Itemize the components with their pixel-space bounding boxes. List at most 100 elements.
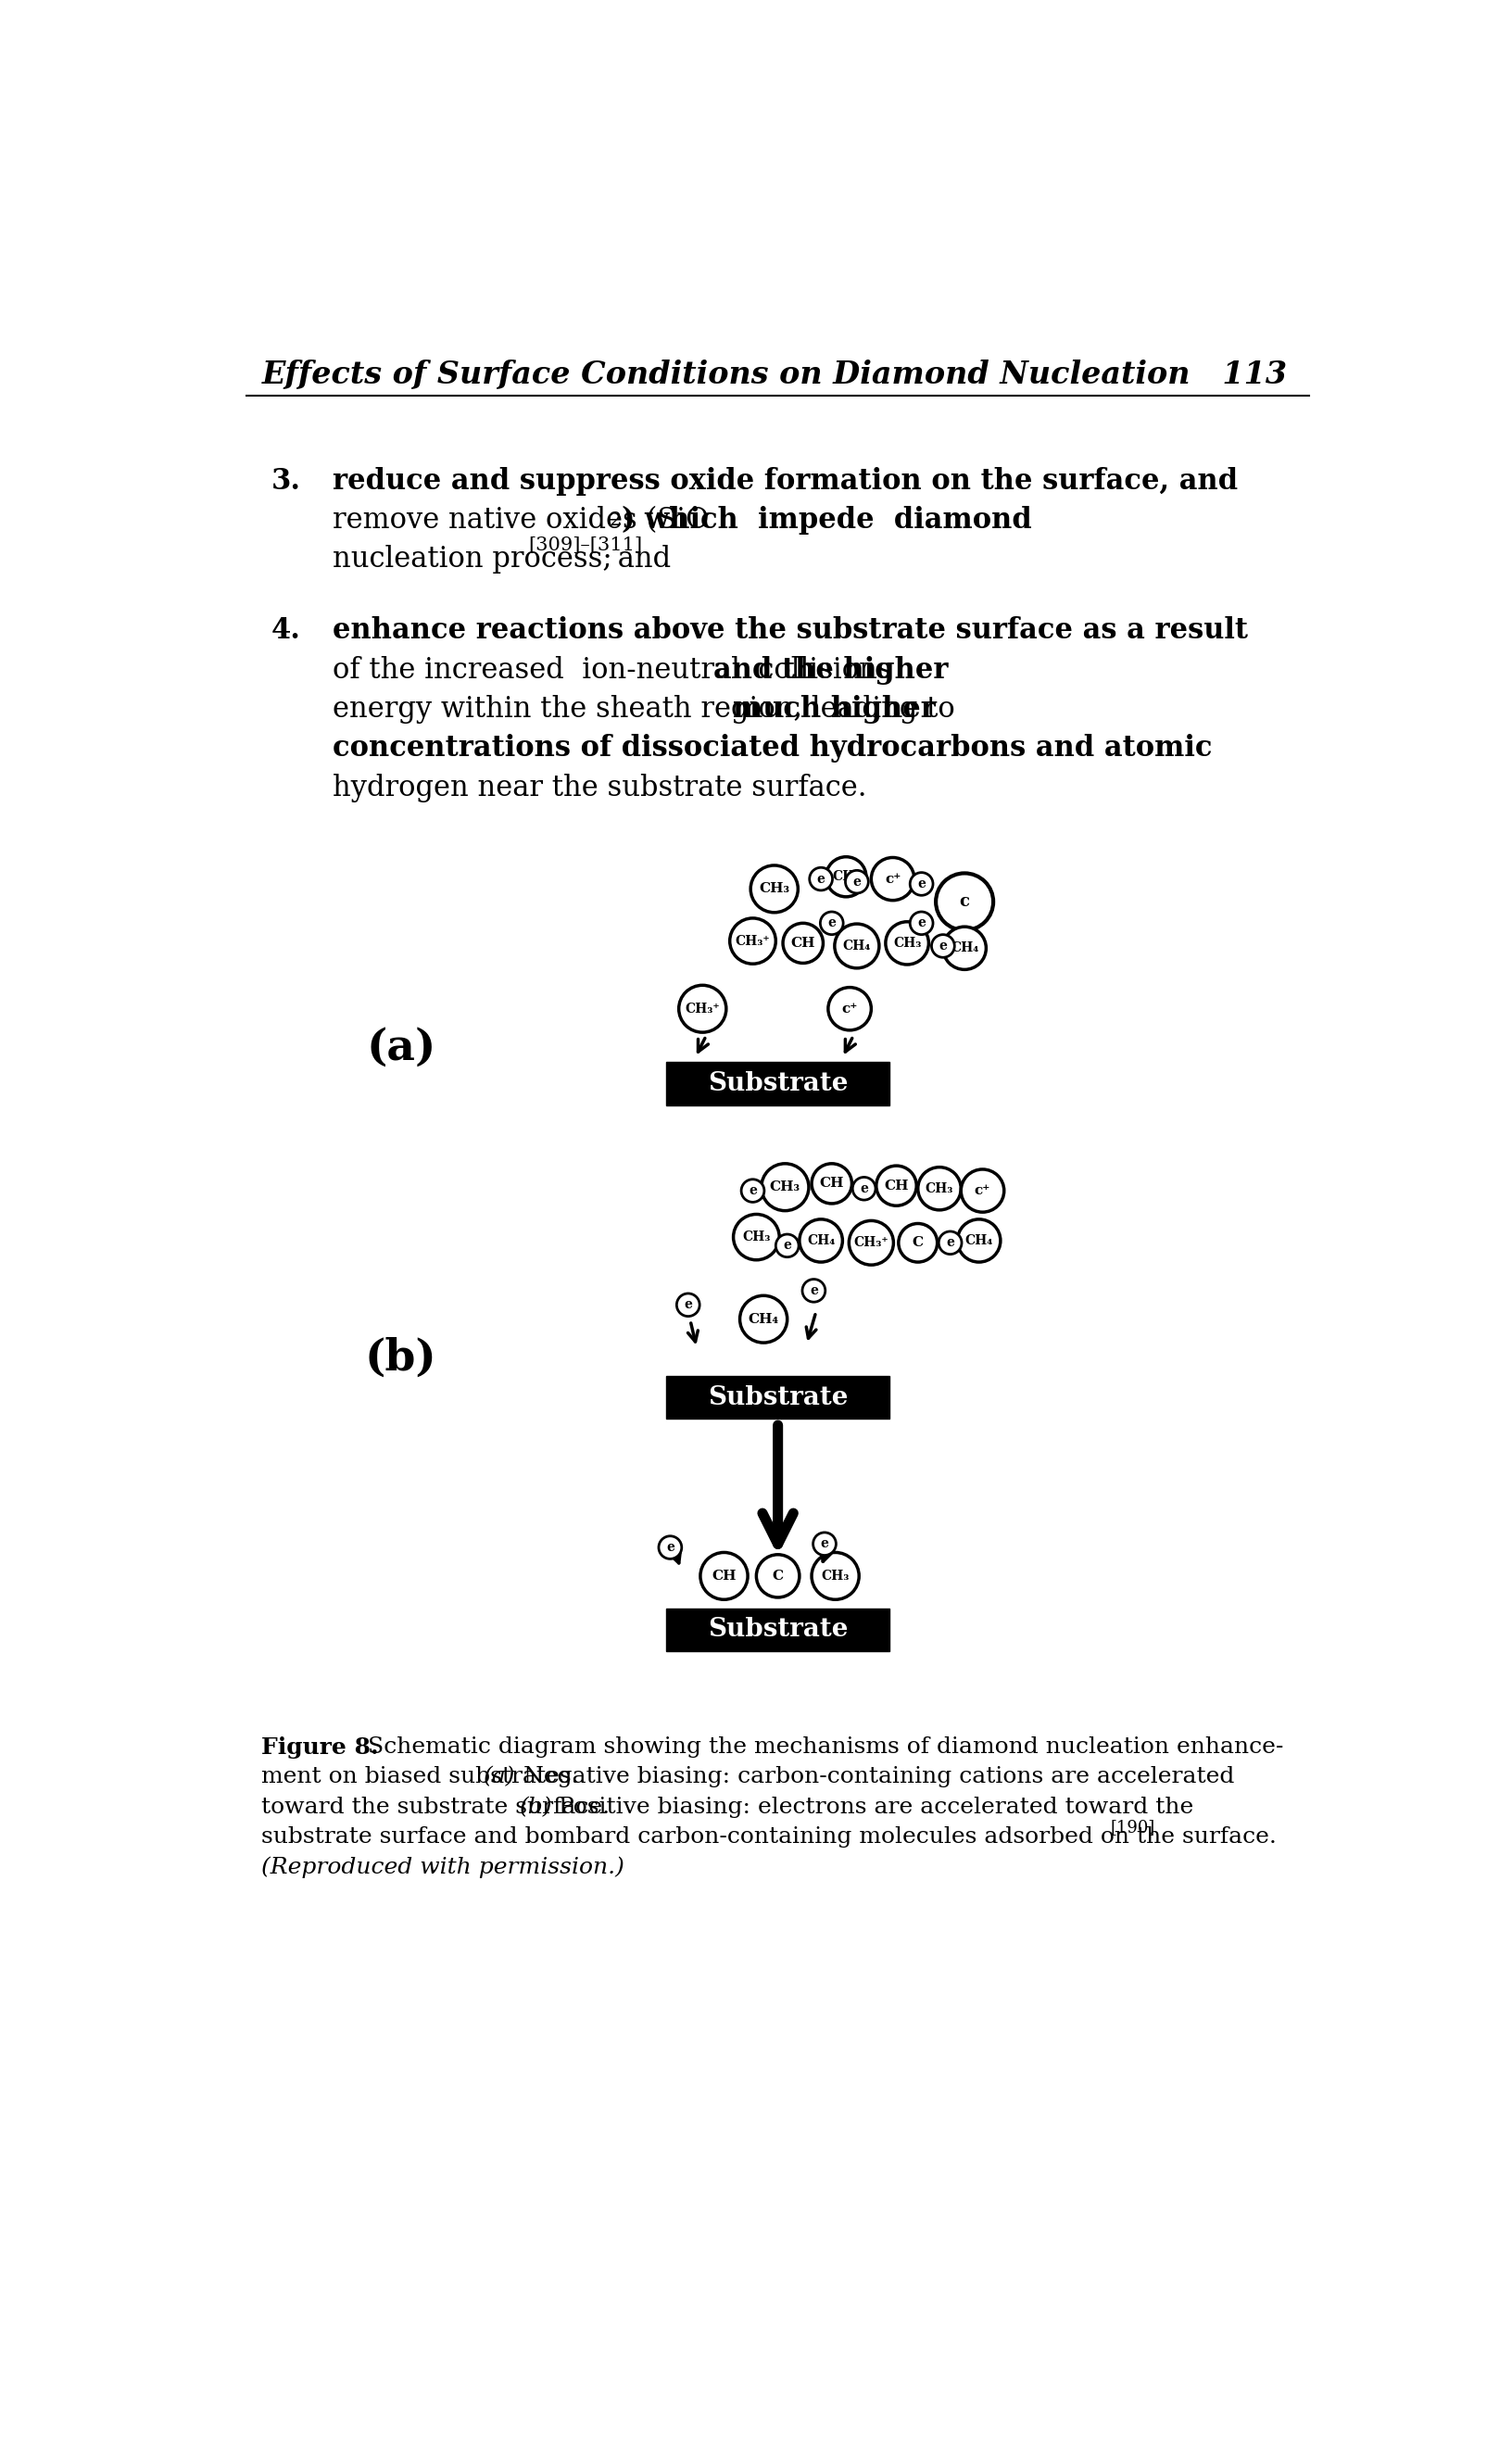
Text: e: e bbox=[820, 1538, 829, 1550]
Text: 2: 2 bbox=[609, 512, 621, 529]
Circle shape bbox=[679, 984, 726, 1031]
Text: CH₃: CH₃ bbox=[925, 1181, 953, 1196]
Text: [190]: [190] bbox=[1110, 1819, 1154, 1836]
Text: Substrate: Substrate bbox=[708, 1617, 848, 1641]
Circle shape bbox=[733, 1213, 779, 1260]
Circle shape bbox=[845, 871, 868, 893]
Circle shape bbox=[960, 1169, 1004, 1213]
Text: Positive biasing: electrons are accelerated toward the: Positive biasing: electrons are accelera… bbox=[552, 1797, 1193, 1819]
Text: e: e bbox=[748, 1184, 756, 1196]
Text: and the higher: and the higher bbox=[712, 655, 948, 684]
Text: c⁺: c⁺ bbox=[885, 874, 900, 886]
Circle shape bbox=[700, 1553, 747, 1600]
Circle shape bbox=[898, 1223, 937, 1262]
Text: CH₄: CH₄ bbox=[842, 940, 871, 952]
Text: (Reproduced with permission.): (Reproduced with permission.) bbox=[260, 1856, 623, 1878]
Text: Substrate: Substrate bbox=[708, 1071, 848, 1095]
Text: energy within the sheath region, leading to: energy within the sheath region, leading… bbox=[333, 694, 963, 724]
Text: e: e bbox=[683, 1299, 692, 1312]
Text: CH₃: CH₃ bbox=[832, 871, 860, 883]
Text: Negative biasing: carbon-containing cations are accelerated: Negative biasing: carbon-containing cati… bbox=[516, 1767, 1234, 1787]
Circle shape bbox=[848, 1221, 894, 1265]
Circle shape bbox=[761, 1164, 809, 1211]
Text: concentrations of dissociated hydrocarbons and atomic: concentrations of dissociated hydrocarbo… bbox=[333, 733, 1211, 763]
Circle shape bbox=[676, 1294, 699, 1317]
Text: (b): (b) bbox=[519, 1797, 552, 1819]
Text: CH₄: CH₄ bbox=[950, 943, 978, 955]
Text: CH₃⁺: CH₃⁺ bbox=[685, 1002, 720, 1016]
Circle shape bbox=[875, 1167, 916, 1206]
Circle shape bbox=[931, 935, 954, 957]
Bar bbox=[667, 1376, 889, 1420]
Circle shape bbox=[810, 1553, 859, 1600]
Bar bbox=[667, 1607, 889, 1651]
Text: CH₃⁺: CH₃⁺ bbox=[853, 1235, 888, 1250]
Text: toward the substrate surface.: toward the substrate surface. bbox=[260, 1797, 624, 1819]
Text: Substrate: Substrate bbox=[708, 1386, 848, 1410]
Text: CH: CH bbox=[883, 1179, 909, 1191]
Circle shape bbox=[827, 987, 871, 1031]
Circle shape bbox=[937, 1230, 962, 1255]
Text: c: c bbox=[959, 893, 969, 911]
Text: e: e bbox=[816, 874, 824, 886]
Text: CH₄: CH₄ bbox=[806, 1233, 835, 1248]
Text: ment on biased substrates.: ment on biased substrates. bbox=[260, 1767, 593, 1787]
Circle shape bbox=[729, 918, 776, 965]
Text: e: e bbox=[945, 1235, 954, 1250]
Circle shape bbox=[853, 1176, 875, 1201]
Text: hydrogen near the substrate surface.: hydrogen near the substrate surface. bbox=[333, 773, 866, 802]
Text: c⁺: c⁺ bbox=[974, 1184, 990, 1196]
Text: CH₃: CH₃ bbox=[770, 1181, 800, 1194]
Text: e: e bbox=[853, 876, 860, 888]
Text: CH₄: CH₄ bbox=[748, 1312, 779, 1326]
Circle shape bbox=[812, 1533, 836, 1555]
Text: CH₃: CH₃ bbox=[759, 883, 789, 896]
Text: much higher: much higher bbox=[732, 694, 934, 724]
Circle shape bbox=[658, 1536, 682, 1558]
Text: e: e bbox=[827, 915, 835, 930]
Circle shape bbox=[909, 911, 933, 935]
Text: e: e bbox=[783, 1240, 791, 1253]
Circle shape bbox=[810, 1164, 851, 1203]
Text: C: C bbox=[912, 1235, 922, 1250]
Text: CH: CH bbox=[820, 1176, 844, 1191]
Text: e: e bbox=[859, 1181, 868, 1196]
Circle shape bbox=[957, 1218, 999, 1262]
Text: e: e bbox=[939, 940, 947, 952]
Circle shape bbox=[739, 1294, 786, 1344]
Circle shape bbox=[885, 923, 928, 965]
Text: CH₃⁺: CH₃⁺ bbox=[735, 935, 770, 947]
Text: Effects of Surface Conditions on Diamond Nucleation   113: Effects of Surface Conditions on Diamond… bbox=[262, 359, 1287, 389]
Text: e: e bbox=[916, 879, 925, 891]
Circle shape bbox=[909, 874, 933, 896]
Text: C: C bbox=[771, 1570, 783, 1582]
Circle shape bbox=[776, 1235, 798, 1258]
Text: CH: CH bbox=[711, 1570, 736, 1582]
Text: Figure 8.: Figure 8. bbox=[260, 1737, 378, 1760]
Text: nucleation process;: nucleation process; bbox=[333, 544, 612, 573]
Circle shape bbox=[801, 1280, 824, 1302]
Text: ) which  impede  diamond: ) which impede diamond bbox=[621, 507, 1031, 534]
Circle shape bbox=[942, 928, 986, 970]
Text: 4.: 4. bbox=[272, 615, 301, 645]
Text: remove native oxides (SiO: remove native oxides (SiO bbox=[333, 507, 709, 534]
Text: e: e bbox=[809, 1285, 818, 1297]
Text: (a): (a) bbox=[484, 1767, 516, 1787]
Circle shape bbox=[750, 866, 797, 913]
Circle shape bbox=[798, 1218, 842, 1262]
Text: of the increased  ion-neutral  collisions: of the increased ion-neutral collisions bbox=[333, 655, 901, 684]
Text: substrate surface and bombard carbon-containing molecules adsorbed on the surfac: substrate surface and bombard carbon-con… bbox=[260, 1826, 1276, 1848]
Text: enhance reactions above the substrate surface as a result: enhance reactions above the substrate su… bbox=[333, 615, 1247, 645]
Circle shape bbox=[835, 923, 878, 967]
Text: Schematic diagram showing the mechanisms of diamond nucleation enhance-: Schematic diagram showing the mechanisms… bbox=[352, 1737, 1282, 1757]
Circle shape bbox=[871, 856, 913, 901]
Circle shape bbox=[809, 869, 832, 891]
Text: and: and bbox=[609, 544, 671, 573]
Text: [309]–[311]: [309]–[311] bbox=[528, 536, 641, 554]
Text: e: e bbox=[665, 1541, 674, 1553]
Text: CH₃: CH₃ bbox=[821, 1570, 848, 1582]
Circle shape bbox=[782, 923, 823, 962]
Circle shape bbox=[741, 1179, 764, 1201]
Text: 3.: 3. bbox=[272, 468, 301, 495]
Text: (a): (a) bbox=[366, 1026, 435, 1071]
